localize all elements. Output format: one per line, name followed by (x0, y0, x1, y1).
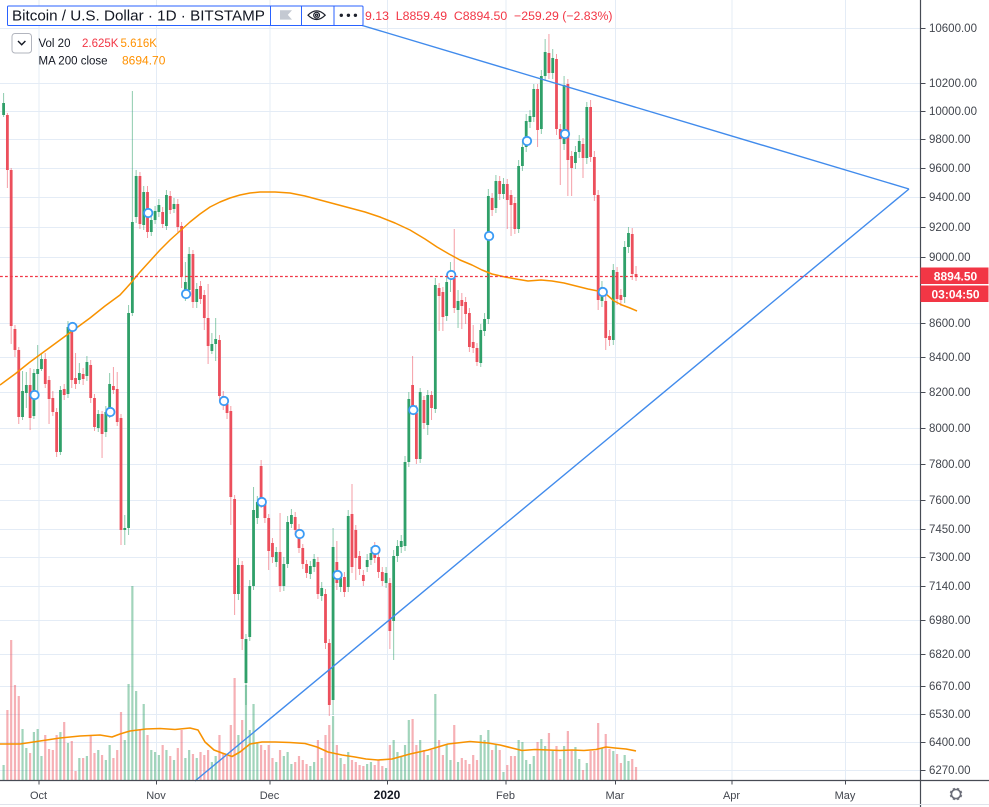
svg-text:8200.00: 8200.00 (929, 387, 971, 399)
svg-text:7300.00: 7300.00 (929, 552, 971, 564)
svg-text:7800.00: 7800.00 (929, 459, 971, 471)
svg-text:10000.00: 10000.00 (929, 106, 977, 118)
svg-text:9800.00: 9800.00 (929, 134, 971, 146)
svg-text:2020: 2020 (374, 788, 401, 802)
svg-text:9400.00: 9400.00 (929, 192, 971, 204)
svg-text:5.616K: 5.616K (121, 38, 158, 50)
svg-text:6530.00: 6530.00 (929, 709, 971, 721)
svg-text:6670.00: 6670.00 (929, 681, 971, 693)
svg-text:2.625K: 2.625K (82, 38, 119, 50)
svg-text:9200.00: 9200.00 (929, 222, 971, 234)
svg-text:03:04:50: 03:04:50 (931, 288, 979, 302)
svg-text:6270.00: 6270.00 (929, 765, 971, 777)
svg-text:MA 200 close: MA 200 close (39, 56, 108, 68)
svg-text:Mar: Mar (606, 790, 625, 802)
svg-text:9600.00: 9600.00 (929, 163, 971, 175)
svg-text:8894.50: 8894.50 (934, 270, 978, 284)
svg-text:Oct: Oct (30, 790, 47, 802)
svg-text:7450.00: 7450.00 (929, 524, 971, 536)
svg-text:9.13 L8859.49 C8894.50 −259: 9.13 L8859.49 C8894.50 −259.29 (−2.83%) (365, 9, 613, 23)
svg-text:May: May (835, 790, 856, 802)
svg-text:6820.00: 6820.00 (929, 649, 971, 661)
svg-text:Nov: Nov (146, 790, 166, 802)
svg-text:10600.00: 10600.00 (929, 23, 977, 35)
svg-text:Apr: Apr (723, 790, 740, 802)
svg-text:10200.00: 10200.00 (929, 78, 977, 90)
svg-text:8600.00: 8600.00 (929, 318, 971, 330)
svg-text:8694.70: 8694.70 (122, 54, 166, 68)
svg-text:8400.00: 8400.00 (929, 352, 971, 364)
svg-text:Bitcoin / U.S. Dollar · 1D · B: Bitcoin / U.S. Dollar · 1D · BITSTAMP (12, 8, 265, 25)
svg-text:Vol 20: Vol 20 (39, 38, 71, 50)
svg-text:Dec: Dec (260, 790, 280, 802)
svg-text:6400.00: 6400.00 (929, 737, 971, 749)
svg-text:8000.00: 8000.00 (929, 423, 971, 435)
svg-text:7600.00: 7600.00 (929, 495, 971, 507)
svg-text:Feb: Feb (496, 790, 515, 802)
svg-text:9000.00: 9000.00 (929, 252, 971, 264)
svg-text:6980.00: 6980.00 (929, 615, 971, 627)
svg-text:7140.00: 7140.00 (929, 581, 971, 593)
